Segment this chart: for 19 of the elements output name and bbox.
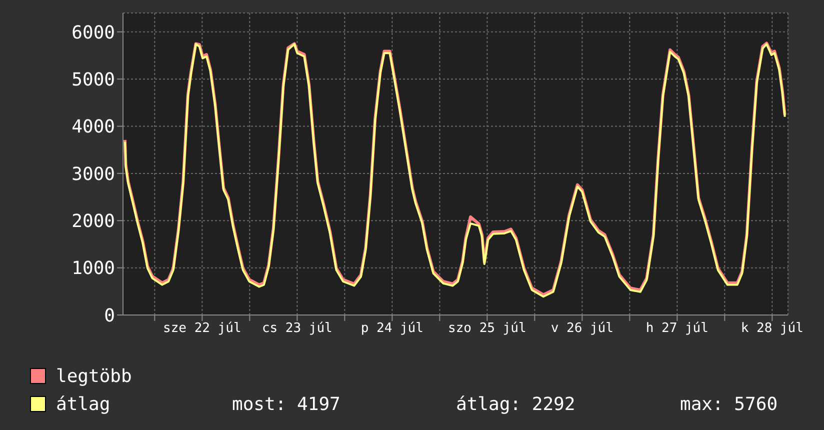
y-tick-label: 6000 [72, 22, 115, 44]
text: most: 4197 [232, 394, 342, 414]
x-tick-label: h 27 júl [646, 321, 708, 336]
y-tick-label: 3000 [72, 164, 115, 185]
x-tick-label: sze 22 júl [163, 321, 242, 336]
y-tick-label: 2000 [72, 211, 115, 232]
x-tick-label: k 28 júl [740, 321, 804, 336]
x-tick-label: v 26 júl [550, 321, 614, 336]
text: max: 5760 [680, 394, 779, 414]
y-tick-label: 1000 [72, 258, 115, 280]
text: átlag: 2292 [456, 394, 576, 414]
legend-label: legtöbb [56, 366, 133, 386]
legend-label: átlag [56, 394, 112, 414]
x-tick-label: szo 25 júl [448, 321, 526, 336]
x-tick-label: cs 23 júl [262, 321, 332, 336]
y-tick-label: 0 [104, 305, 115, 326]
y-tick-label: 5000 [72, 69, 115, 90]
y-tick-label: 4000 [72, 116, 115, 138]
x-tick-label: p 24 júl [360, 321, 424, 336]
